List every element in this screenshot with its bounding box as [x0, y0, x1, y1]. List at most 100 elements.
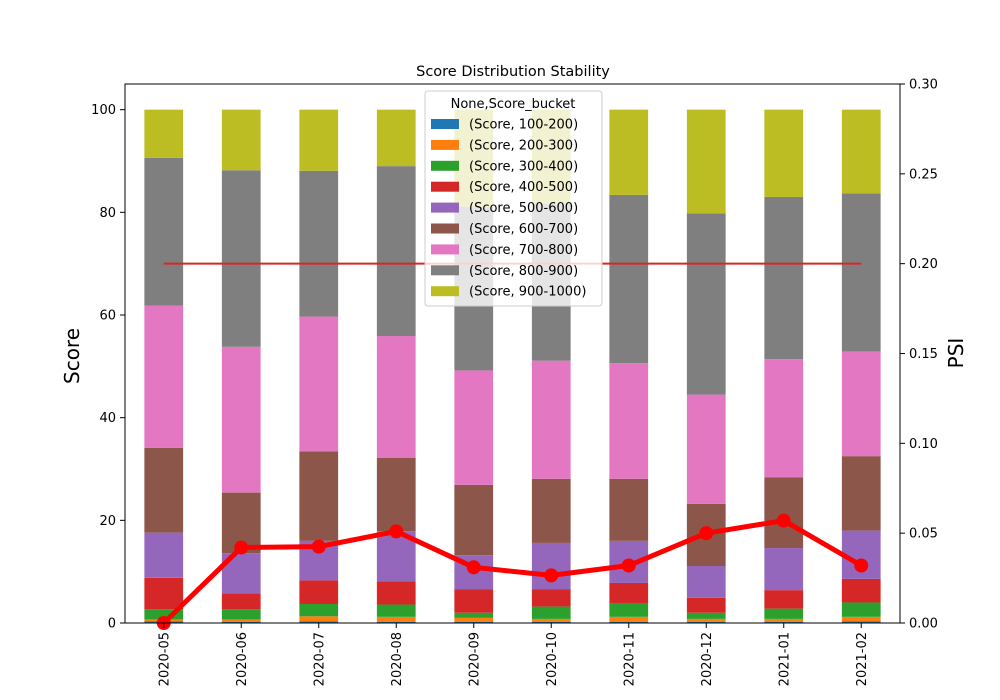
- bar-segment: [531, 621, 571, 623]
- bar-segment: [841, 193, 881, 352]
- legend-swatch: [431, 181, 459, 192]
- bar-segment: [764, 590, 804, 609]
- bar-segment: [299, 621, 339, 623]
- bar-segment: [144, 109, 184, 158]
- psi-series: [156, 513, 869, 630]
- bar-segment: [376, 109, 416, 167]
- bar-segment: [376, 604, 416, 617]
- bar-segment: [454, 621, 494, 623]
- bar-segment: [221, 593, 261, 610]
- y-tick-label: 0: [108, 617, 116, 632]
- bar-segment: [299, 170, 339, 317]
- bar-segment: [609, 363, 649, 479]
- legend-swatch: [431, 202, 459, 213]
- psi-point: [389, 524, 404, 539]
- bar-segment: [609, 582, 649, 603]
- legend-label: (Score, 300-400): [469, 159, 578, 174]
- legend-label: (Score, 400-500): [469, 180, 578, 195]
- psi-point: [544, 568, 559, 583]
- bar-segment: [841, 621, 881, 623]
- legend-label: (Score, 700-800): [469, 243, 578, 258]
- bar-segment: [299, 604, 339, 617]
- y2-tick-label: 0.20: [909, 257, 938, 272]
- psi-point: [621, 558, 636, 573]
- bar-segment: [609, 109, 649, 195]
- chart-title: Score Distribution Stability: [416, 64, 610, 80]
- bar-segment: [144, 447, 184, 533]
- bar-segment: [299, 109, 339, 171]
- psi-point: [854, 558, 869, 573]
- bar-segment: [841, 351, 881, 457]
- bar-segment: [841, 602, 881, 617]
- bar-segment: [764, 196, 804, 360]
- bar-segment: [221, 609, 261, 620]
- y2-tick-label: 0.25: [909, 167, 938, 182]
- bar-segment: [531, 618, 571, 622]
- bar-segment: [609, 621, 649, 623]
- y2-axis-label: PSI: [944, 338, 968, 369]
- bar-segment: [454, 370, 494, 485]
- bar-segment: [376, 457, 416, 532]
- bar-segment: [764, 359, 804, 478]
- bar-segment: [376, 336, 416, 458]
- bar-segment: [299, 316, 339, 452]
- psi-point: [311, 539, 326, 554]
- y2-tick-label: 0.00: [909, 617, 938, 632]
- y-tick-label: 40: [99, 411, 116, 426]
- y2-tick-label: 0.05: [909, 527, 938, 542]
- x-tick-label: 2020-08: [390, 632, 405, 686]
- legend-label: (Score, 800-900): [469, 264, 578, 279]
- bar-segment: [531, 606, 571, 619]
- y2-tick-label: 0.10: [909, 437, 938, 452]
- bar-segment: [376, 616, 416, 622]
- bar-segment: [609, 194, 649, 364]
- psi-point: [699, 526, 714, 541]
- bar-segment: [764, 621, 804, 623]
- y-tick-label: 100: [91, 103, 116, 118]
- bar-segment: [686, 621, 726, 623]
- bar-segment: [144, 609, 184, 620]
- x-tick-label: 2021-01: [777, 632, 792, 686]
- bar-segment: [686, 213, 726, 395]
- bar-segment: [609, 616, 649, 622]
- x-tick-label: 2020-09: [467, 632, 482, 686]
- legend-swatch: [431, 223, 459, 234]
- y-tick-label: 60: [99, 309, 116, 324]
- bar-segment: [841, 456, 881, 531]
- bar-segment: [841, 616, 881, 622]
- bar-segment: [454, 612, 494, 618]
- legend-swatch: [431, 286, 459, 297]
- psi-point: [234, 540, 249, 555]
- bar-segment: [454, 617, 494, 622]
- bar-segment: [376, 581, 416, 605]
- legend-label: (Score, 200-300): [469, 138, 578, 153]
- x-tick-label: 2020-12: [700, 632, 715, 686]
- bar-segment: [299, 580, 339, 605]
- legend-label: (Score, 500-600): [469, 201, 578, 216]
- bar-segment: [841, 578, 881, 603]
- bar-segment: [144, 305, 184, 448]
- stacked-bars: [144, 109, 881, 623]
- legend-items: (Score, 100-200) (Score, 200-300) (Score, …: [431, 118, 586, 300]
- bar-segment: [764, 477, 804, 549]
- legend-swatch: [431, 160, 459, 171]
- bar-segment: [609, 602, 649, 617]
- y2-tick-label: 0.15: [909, 347, 938, 362]
- bar-segment: [376, 621, 416, 623]
- bar-segment: [764, 608, 804, 619]
- bar-segment: [531, 589, 571, 607]
- bar-segment: [764, 548, 804, 591]
- legend-label: (Score, 600-700): [469, 222, 578, 237]
- legend: None,Score_bucket (Score, 100-200)(Score…: [424, 90, 603, 307]
- bar-segment: [686, 612, 726, 619]
- bar-segment: [299, 616, 339, 622]
- psi-line: [162, 518, 863, 625]
- legend-swatch: [431, 119, 459, 129]
- x-tick-label: 2020-05: [157, 632, 172, 686]
- x-tick-label: 2020-06: [235, 632, 250, 686]
- bar-segment: [221, 109, 261, 171]
- bar-segment: [686, 109, 726, 214]
- bar-segment: [841, 109, 881, 194]
- bar-segment: [686, 566, 726, 598]
